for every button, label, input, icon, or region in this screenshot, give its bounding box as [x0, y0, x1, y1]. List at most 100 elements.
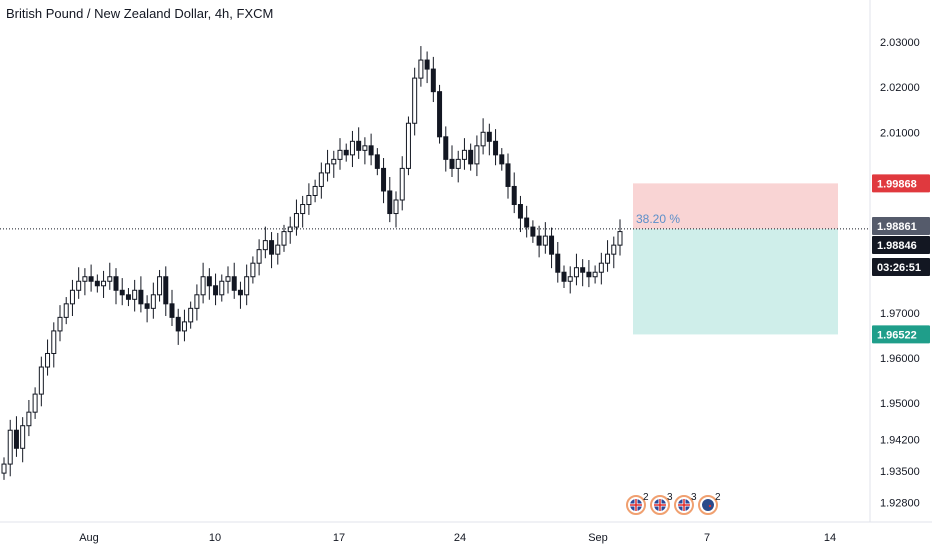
candle — [262, 226, 268, 259]
candle — [250, 256, 256, 284]
candle — [437, 84, 443, 144]
candle — [549, 227, 555, 269]
candle — [13, 416, 19, 457]
last-price-tag: 1.98846 — [872, 236, 930, 254]
y-tick-label: 1.95000 — [880, 398, 920, 410]
stop-price-tag: 1.99868 — [872, 174, 930, 193]
y-tick-label: 1.92800 — [880, 497, 920, 509]
event-count: 2 — [643, 492, 649, 503]
candle — [132, 279, 138, 312]
uk-flag-icon[interactable]: 2 — [626, 492, 649, 515]
candle — [237, 281, 243, 309]
candle — [7, 419, 13, 477]
candle — [157, 269, 163, 302]
candle — [430, 56, 436, 103]
candle — [530, 220, 536, 243]
candle — [163, 266, 169, 317]
candle — [381, 158, 387, 204]
candle — [405, 116, 411, 176]
candle — [76, 267, 82, 299]
candle — [567, 266, 573, 294]
chart-title: British Pound / New Zealand Dollar, 4h, … — [6, 6, 274, 21]
candle — [337, 138, 343, 170]
candle — [306, 183, 312, 215]
entry-price-tag: 1.98861 — [872, 217, 930, 235]
candle — [45, 339, 51, 376]
candle — [343, 143, 349, 162]
candle — [188, 301, 194, 329]
x-tick-label: 24 — [454, 532, 466, 544]
candle — [63, 297, 69, 325]
candle — [455, 150, 461, 183]
candle — [94, 274, 100, 293]
x-tick-label: 7 — [704, 532, 710, 544]
uk-flag-icon[interactable]: 3 — [650, 492, 673, 515]
candle — [424, 51, 430, 84]
candle — [69, 279, 75, 317]
x-tick-label: 14 — [824, 532, 836, 544]
y-tick-label: 1.97000 — [880, 308, 920, 320]
candle — [181, 309, 187, 342]
candle — [356, 127, 362, 159]
candle — [287, 216, 293, 244]
target-price-tag: 1.96522 — [872, 325, 930, 344]
candle — [598, 252, 604, 285]
candle — [468, 143, 474, 171]
take-profit-zone[interactable] — [633, 228, 838, 335]
candle — [486, 123, 492, 156]
candle — [318, 162, 324, 199]
candle — [1, 457, 7, 480]
candle — [374, 148, 380, 176]
candle — [592, 265, 598, 284]
event-count: 2 — [715, 492, 721, 503]
candle — [362, 137, 368, 165]
candle — [474, 135, 480, 177]
candle — [281, 224, 287, 252]
x-tick-label: Sep — [588, 532, 608, 544]
candle — [331, 150, 337, 178]
candle — [524, 205, 530, 238]
candle — [312, 179, 318, 203]
candle — [51, 322, 57, 368]
candle — [561, 265, 567, 289]
candle — [480, 118, 486, 155]
candle — [225, 266, 231, 294]
candle — [505, 153, 511, 199]
candle — [461, 138, 467, 170]
stop-loss-zone[interactable] — [633, 183, 838, 229]
candle — [617, 219, 623, 256]
candle — [101, 270, 107, 298]
candle — [586, 260, 592, 288]
y-tick-label: 2.02000 — [880, 82, 920, 94]
nz-flag-icon[interactable]: 2 — [698, 492, 721, 515]
candle — [38, 356, 44, 407]
candle — [611, 236, 617, 269]
candle — [20, 417, 26, 463]
candle — [275, 232, 281, 265]
candle — [107, 262, 113, 290]
candle — [399, 156, 405, 211]
candle — [57, 305, 63, 342]
candle — [605, 240, 611, 272]
candle — [125, 288, 131, 307]
candle — [393, 191, 399, 228]
y-tick-label: 1.94200 — [880, 434, 920, 446]
svg-text:1.98846: 1.98846 — [877, 240, 917, 252]
candle — [325, 149, 331, 182]
candle — [219, 274, 225, 302]
candle — [293, 199, 299, 236]
candle — [418, 46, 424, 87]
candle — [387, 176, 393, 223]
candle — [113, 268, 119, 305]
candle — [536, 225, 542, 258]
candle — [580, 259, 586, 287]
y-tick-label: 1.96000 — [880, 353, 920, 365]
candle — [269, 232, 275, 269]
candle — [138, 276, 144, 313]
candle — [194, 284, 200, 321]
candle — [349, 130, 355, 168]
uk-flag-icon[interactable]: 3 — [674, 492, 697, 515]
candle — [256, 239, 262, 276]
x-tick-label: 10 — [209, 532, 221, 544]
